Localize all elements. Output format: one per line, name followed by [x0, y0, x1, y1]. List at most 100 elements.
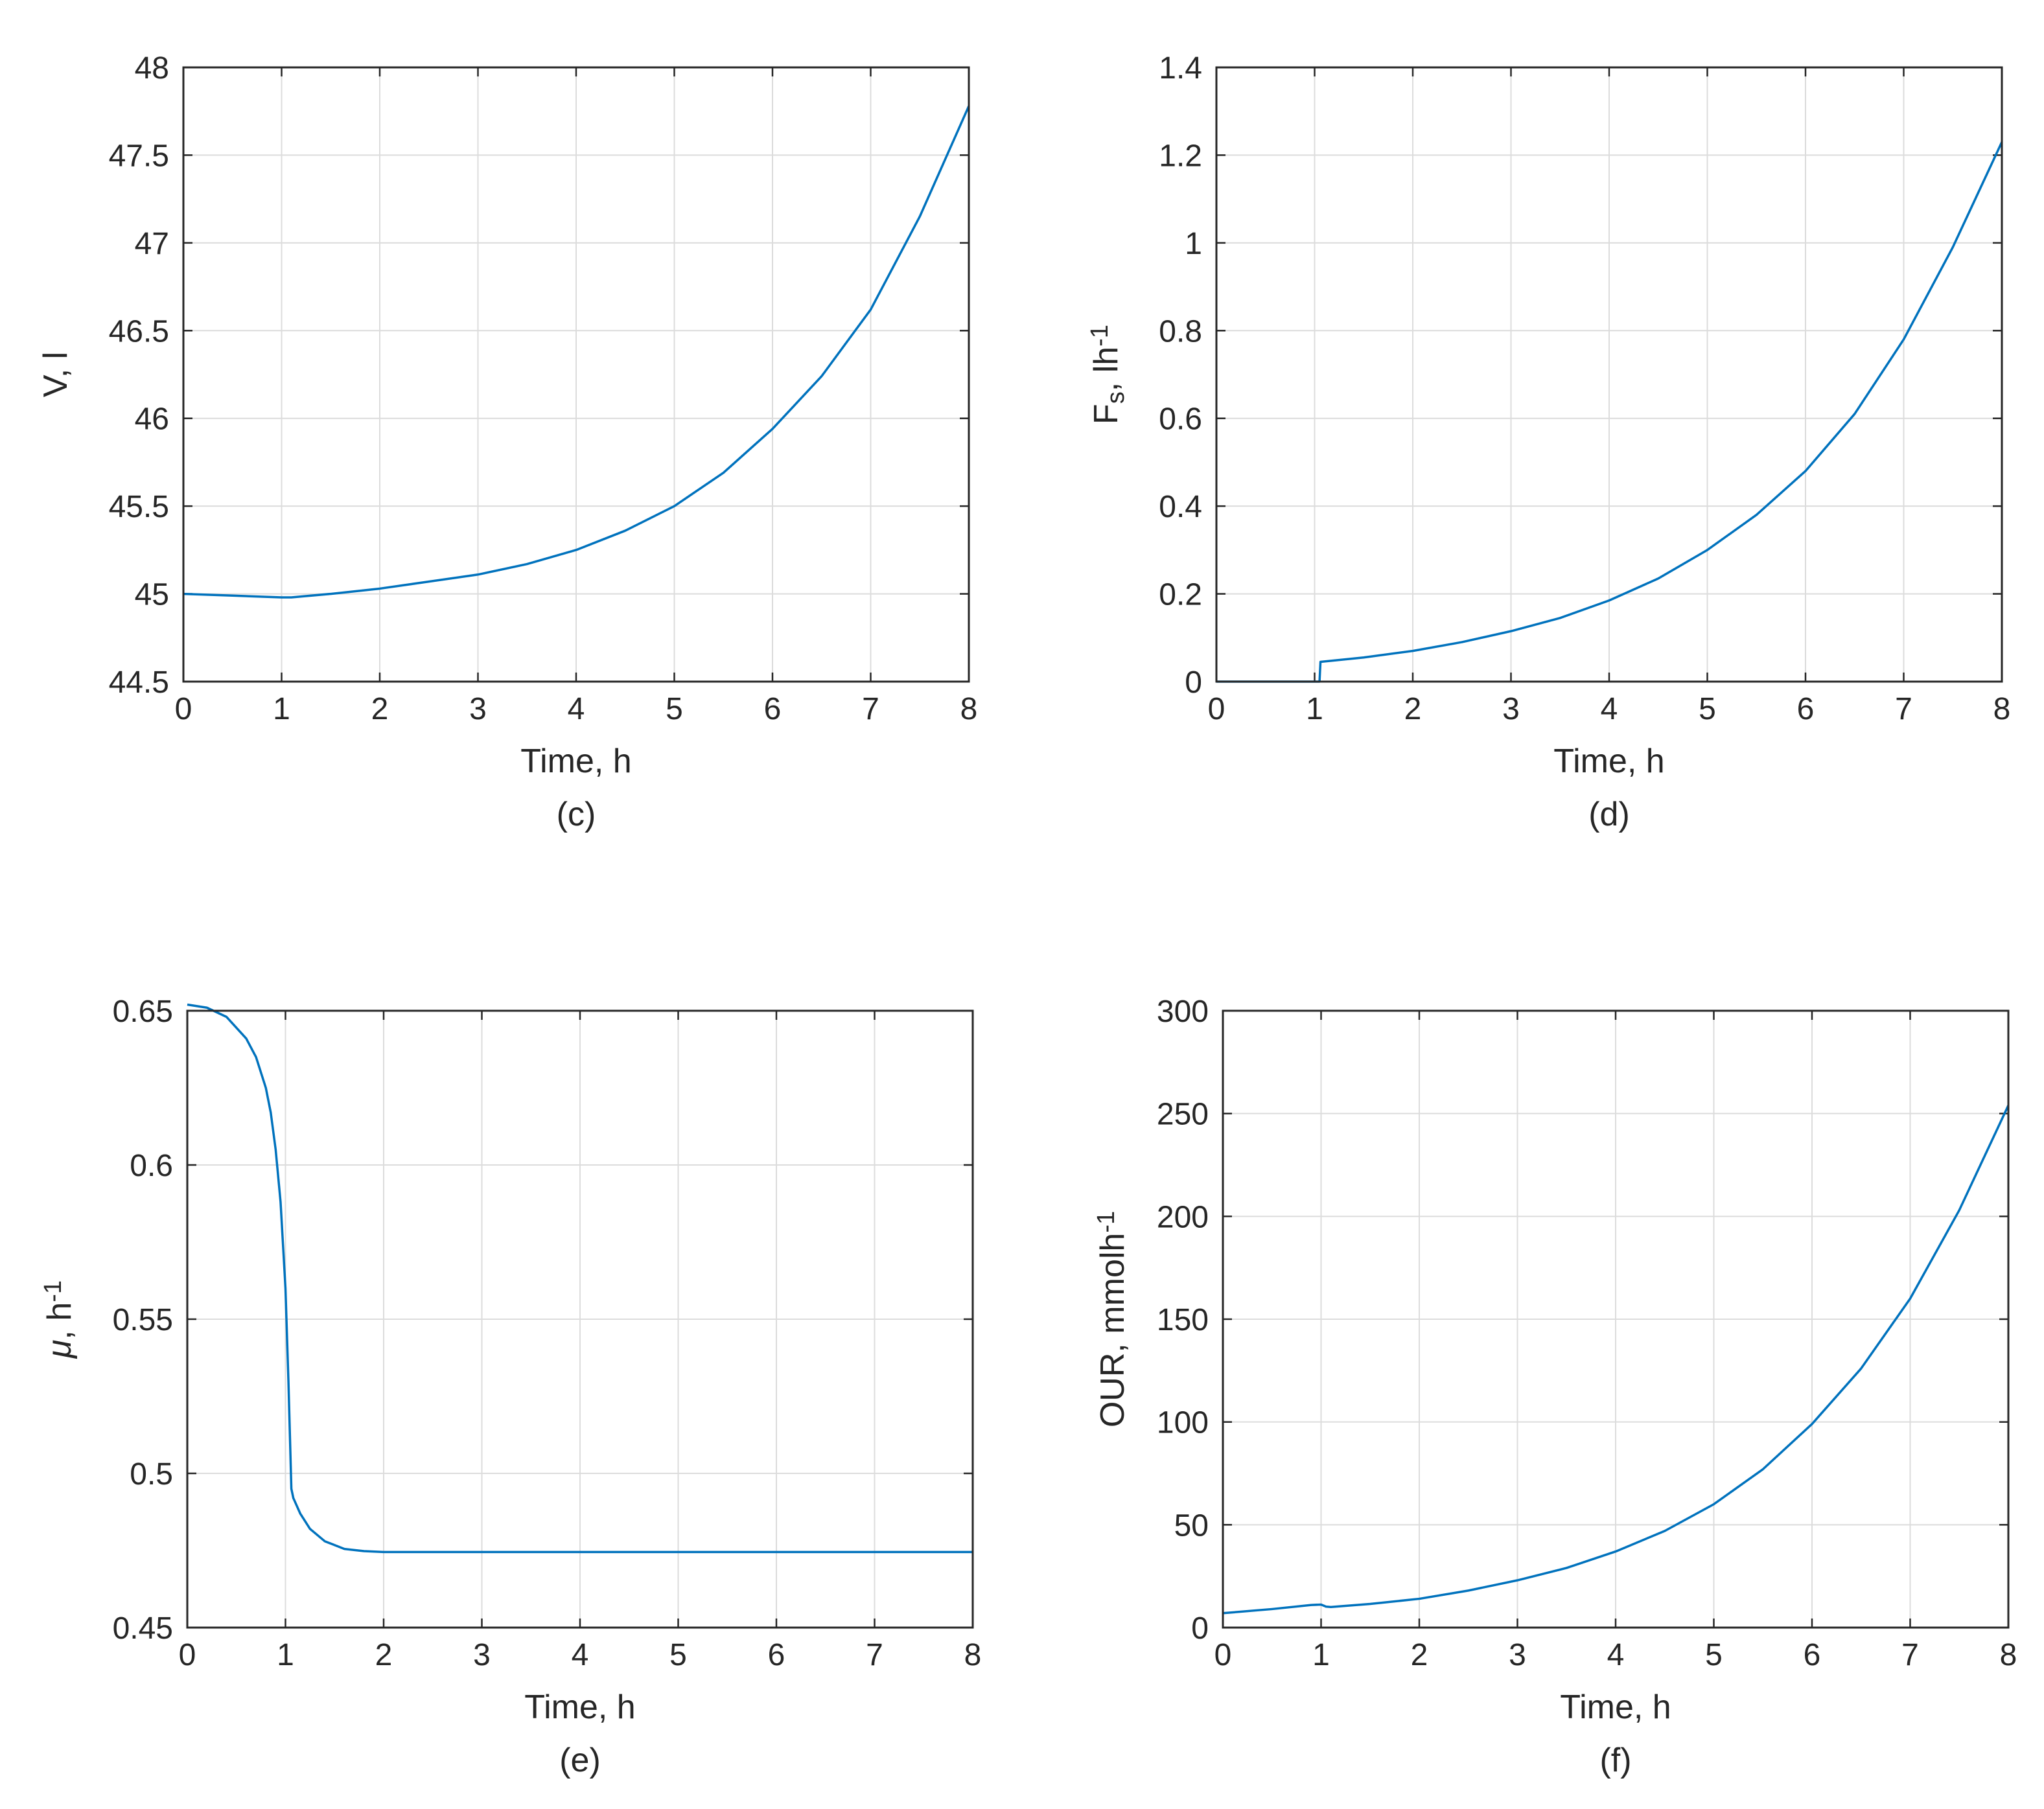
y-tick-label: 0.6 [1159, 402, 1202, 437]
x-tick-label: 7 [862, 692, 879, 726]
y-tick-label: 200 [1157, 1200, 1209, 1234]
x-tick-labels: 0 1 2 3 4 5 6 7 8 [175, 692, 978, 726]
y-tick-label: 0.45 [113, 1611, 173, 1646]
panel-e: 0 1 2 3 4 5 6 7 8 0.45 0.5 0.55 0.6 0.65 Time, h (e) μ, … [40, 995, 982, 1779]
x-tick-label: 1 [273, 692, 290, 726]
y-axis-label: μ, h-1 [40, 1280, 78, 1359]
x-tick-label: 4 [572, 1638, 589, 1672]
panel-f: 0 1 2 3 4 5 6 7 8 0 50 100 150 200 250 300 Time, h (f) OUR… [1093, 995, 2017, 1779]
x-tick-label: 5 [1705, 1638, 1723, 1672]
y-tick-label: 0 [1191, 1611, 1209, 1646]
x-tick-labels: 0 1 2 3 4 5 6 7 8 [1208, 692, 2011, 726]
x-tick-label: 8 [960, 692, 978, 726]
y-tick-label: 0.55 [113, 1303, 173, 1337]
y-tick-label: 150 [1157, 1303, 1209, 1337]
x-axis-label: Time, h [520, 743, 631, 780]
x-tick-label: 7 [1895, 692, 1912, 726]
y-axis-label-part: V, l [37, 352, 75, 397]
x-tick-label: 1 [277, 1638, 294, 1672]
x-tick-label: 2 [371, 692, 389, 726]
y-tick-label: 44.5 [109, 665, 169, 700]
x-tick-label: 8 [2000, 1638, 2017, 1672]
y-tick-label: 0.5 [130, 1457, 173, 1492]
panel-d: 0 1 2 3 4 5 6 7 8 0 0.2 0.4 0.6 0.8 1 1.2 1.4 Time, h (d) F… [1086, 51, 2011, 833]
grid [183, 67, 969, 682]
x-tick-label: 3 [469, 692, 487, 726]
y-tick-labels: 0 0.2 0.4 0.6 0.8 1 1.2 1.4 [1159, 51, 1202, 700]
y-tick-label: 1.4 [1159, 51, 1202, 86]
panel-caption: (c) [557, 796, 596, 833]
grid [1216, 67, 2002, 682]
y-tick-label: 0.6 [130, 1149, 173, 1183]
y-tick-labels: 0 50 100 150 200 250 300 [1157, 995, 1209, 1646]
x-tick-label: 6 [1797, 692, 1815, 726]
y-tick-label: 0.2 [1159, 578, 1202, 612]
axes-box [186, 1009, 974, 1629]
y-tick-label: 250 [1157, 1098, 1209, 1132]
x-axis-label: Time, h [1553, 743, 1664, 780]
y-tick-label: 100 [1157, 1406, 1209, 1440]
y-axis-label-part: , h [41, 1302, 78, 1340]
x-tick-label: 4 [1601, 692, 1618, 726]
axes-box [1222, 1009, 2010, 1629]
x-tick-label: 1 [1306, 692, 1323, 726]
y-tick-label: 47.5 [109, 139, 169, 173]
y-tick-label: 45.5 [109, 490, 169, 524]
y-tick-label: 48 [135, 51, 169, 86]
x-tick-label: 3 [473, 1638, 491, 1672]
x-tick-label: 7 [866, 1638, 883, 1672]
y-tick-label: 50 [1174, 1508, 1209, 1543]
x-tick-label: 0 [1208, 692, 1225, 726]
y-axis-label: Fs, lh-1 [1086, 325, 1130, 424]
y-axis-label-part: -1 [40, 1280, 67, 1302]
series-line-mu [187, 1003, 973, 1554]
x-tick-label: 2 [375, 1638, 393, 1672]
x-tick-label: 2 [1404, 692, 1422, 726]
x-tick-labels: 0 1 2 3 4 5 6 7 8 [179, 1638, 982, 1672]
series-line-OUR [1222, 1105, 2010, 1615]
y-axis-label-part: s [1102, 391, 1130, 404]
x-axis-label: Time, h [1560, 1688, 1671, 1726]
x-tick-label: 2 [1411, 1638, 1428, 1672]
y-tick-label: 0.8 [1159, 314, 1202, 349]
y-tick-labels: 44.5 45 45.5 46 46.5 47 47.5 48 [109, 51, 169, 700]
x-tick-label: 0 [175, 692, 192, 726]
y-tick-label: 1 [1185, 227, 1202, 261]
y-tick-label: 0.4 [1159, 490, 1202, 524]
x-tick-label: 5 [1699, 692, 1716, 726]
x-axis-label: Time, h [524, 1688, 635, 1726]
axes-box [1215, 66, 2003, 683]
x-tick-label: 6 [1804, 1638, 1821, 1672]
y-tick-label: 47 [135, 227, 169, 261]
y-axis-label-part: -1 [1093, 1211, 1120, 1233]
grid [1223, 1011, 2008, 1628]
x-tick-label: 3 [1509, 1638, 1526, 1672]
x-tick-label: 8 [1993, 692, 2011, 726]
x-tick-label: 1 [1312, 1638, 1330, 1672]
y-tick-labels: 0.45 0.5 0.55 0.6 0.65 [113, 995, 173, 1646]
x-tick-label: 3 [1502, 692, 1520, 726]
axes-box [182, 66, 970, 683]
y-tick-label: 0.65 [113, 995, 173, 1029]
x-tick-label: 6 [764, 692, 782, 726]
x-tick-label: 0 [1214, 1638, 1232, 1672]
x-tick-label: 6 [768, 1638, 785, 1672]
y-axis-label-part: -1 [1086, 325, 1113, 347]
y-tick-label: 300 [1157, 995, 1209, 1029]
x-tick-label: 4 [568, 692, 585, 726]
y-tick-label: 1.2 [1159, 139, 1202, 173]
x-tick-label: 5 [669, 1638, 687, 1672]
x-tick-label: 5 [666, 692, 683, 726]
x-tick-label: 7 [1901, 1638, 1919, 1672]
y-tick-label: 46 [135, 402, 169, 437]
y-tick-label: 0 [1185, 665, 1202, 700]
panel-caption: (f) [1599, 1742, 1631, 1779]
x-tick-label: 4 [1607, 1638, 1625, 1672]
y-axis-label: V, l [37, 352, 75, 397]
y-axis-label-part: , lh [1087, 347, 1125, 391]
y-axis-label-part: OUR, mmolh [1094, 1233, 1132, 1427]
y-axis-label: OUR, mmolh-1 [1093, 1211, 1132, 1427]
y-axis-label-part: F [1087, 404, 1125, 424]
y-tick-label: 46.5 [109, 314, 169, 349]
